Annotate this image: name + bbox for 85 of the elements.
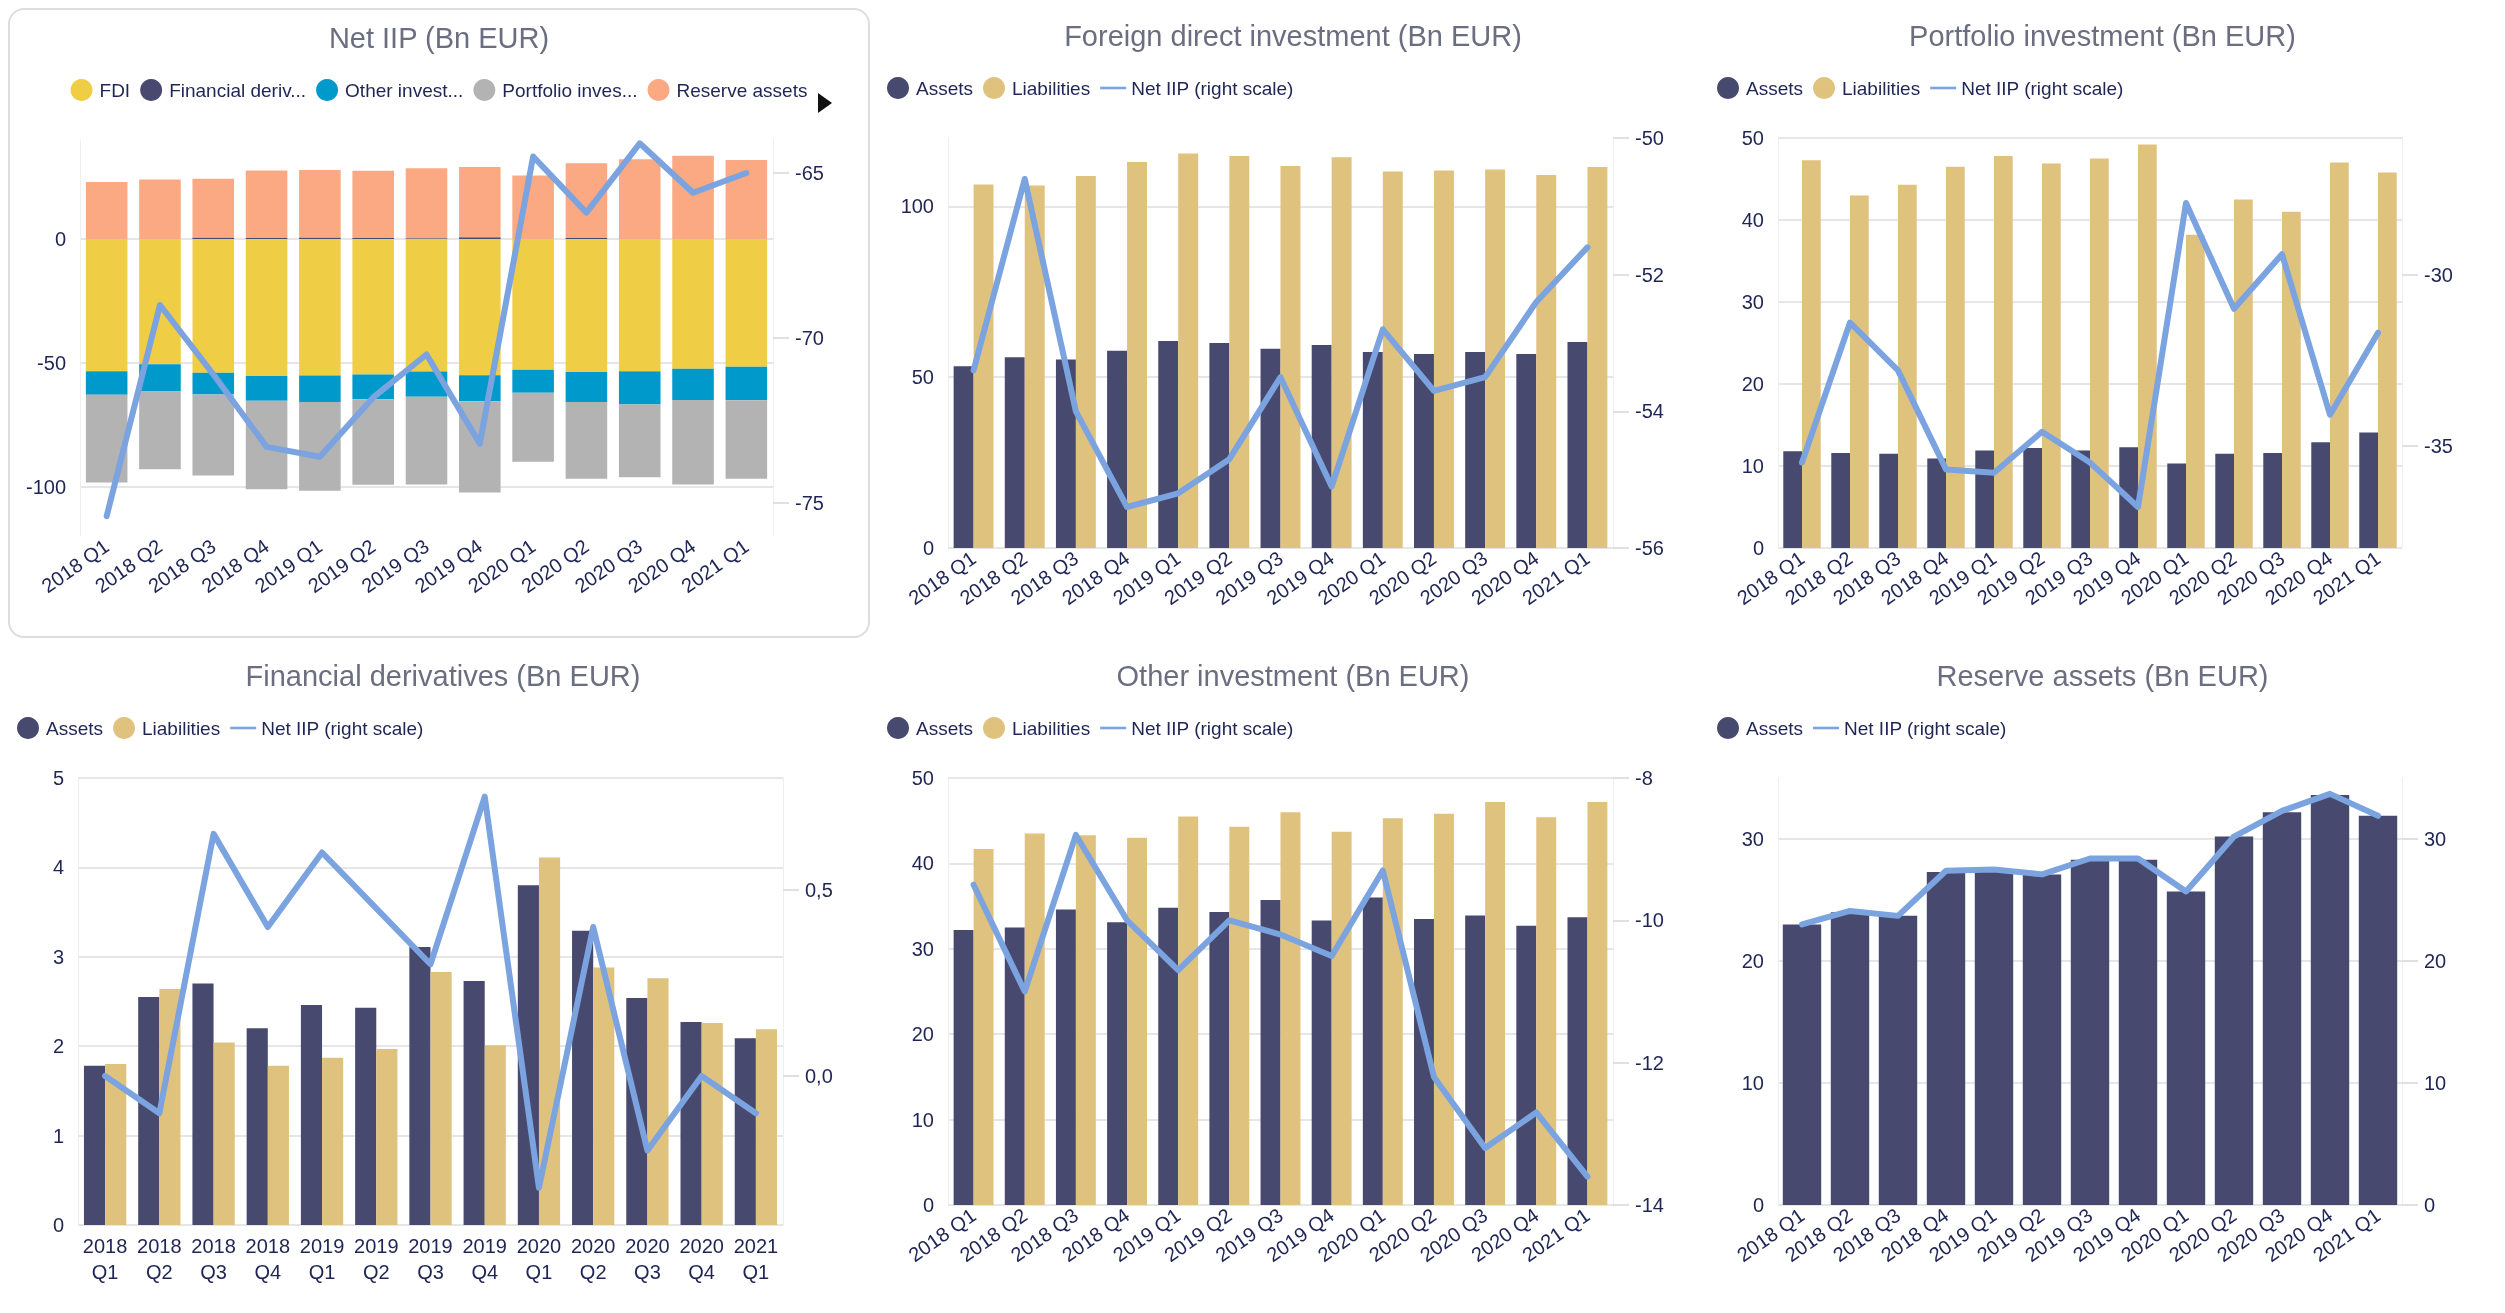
legend-label: Liabilities bbox=[1012, 717, 1091, 739]
y-tick-label: -50 bbox=[37, 351, 66, 374]
y-tick-label: 20 bbox=[911, 1023, 934, 1046]
y-tick-label: 30 bbox=[911, 937, 934, 960]
legend-label: Net IIP (right scale) bbox=[1131, 717, 1294, 739]
x-tick-label: 2020 Q2 bbox=[570, 1235, 616, 1283]
legend-label: Net IIP (right scale) bbox=[261, 717, 424, 739]
y-tick-label: 3 bbox=[52, 945, 64, 968]
y2-tick-label: -10 bbox=[1635, 909, 1664, 932]
legend-label: Assets bbox=[916, 77, 974, 99]
legend-label: Net IIP (right scale) bbox=[1844, 717, 2007, 739]
chart-title: Foreign direct investment (Bn EUR) bbox=[1064, 19, 1522, 52]
x-tick-label: 2019 Q1 bbox=[299, 1235, 345, 1283]
y2-tick-label: 0,5 bbox=[805, 878, 833, 901]
x-tick-label: 2018 Q2 bbox=[137, 1235, 182, 1283]
legend-label: Net IIP (right scale) bbox=[1961, 77, 2124, 99]
y-tick-label: 30 bbox=[1741, 828, 1764, 850]
legend-label: Assets bbox=[916, 717, 974, 739]
y2-tick-label: -35 bbox=[2424, 434, 2453, 457]
x-tick-label: 2018 Q1 bbox=[82, 1235, 128, 1283]
y-tick-label: 30 bbox=[1741, 291, 1764, 313]
legend-label: Liabilities bbox=[1012, 77, 1091, 99]
legend-label: Liabilities bbox=[142, 717, 221, 739]
x-tick-label: 2018 Q3 bbox=[191, 1235, 236, 1283]
chart-title: Other investment (Bn EUR) bbox=[1116, 659, 1470, 692]
y-tick-label: 50 bbox=[911, 767, 934, 789]
x-tick-label: 2019 Q2 bbox=[354, 1235, 399, 1283]
y2-tick-label: -12 bbox=[1635, 1051, 1664, 1074]
y2-tick-label: 0 bbox=[2424, 1194, 2436, 1216]
y-tick-label: 50 bbox=[1741, 127, 1764, 149]
y-tick-label: 0 bbox=[922, 1194, 934, 1216]
y2-tick-label: 10 bbox=[2424, 1072, 2447, 1094]
y-tick-label: 50 bbox=[911, 366, 934, 389]
legend-label: Assets bbox=[46, 717, 104, 739]
y2-tick-label: -52 bbox=[1635, 263, 1664, 286]
legend-label: Portfolio inves... bbox=[502, 79, 638, 101]
legend-label: Reserve assets bbox=[676, 79, 808, 101]
legend-label: Financial deriv... bbox=[169, 79, 307, 101]
y2-tick-label: -70 bbox=[795, 327, 824, 349]
y-tick-label: 1 bbox=[52, 1124, 64, 1147]
y-tick-label: 100 bbox=[900, 195, 934, 218]
legend-label: Assets bbox=[1746, 717, 1804, 739]
y-tick-label: 4 bbox=[52, 856, 64, 879]
y2-tick-label: -54 bbox=[1635, 400, 1664, 423]
legend-label: Assets bbox=[1746, 77, 1804, 99]
y-tick-label: -100 bbox=[25, 475, 66, 498]
legend-label: Other invest... bbox=[345, 79, 464, 101]
chart-title: Financial derivatives (Bn EUR) bbox=[245, 659, 641, 692]
y-tick-label: 2 bbox=[52, 1035, 64, 1058]
y-tick-label: 10 bbox=[1741, 1072, 1764, 1094]
y2-tick-label: -14 bbox=[1635, 1194, 1664, 1216]
y-tick-label: 5 bbox=[52, 767, 64, 789]
chart-title: Reserve assets (Bn EUR) bbox=[1936, 659, 2269, 692]
x-tick-label: 2020 Q4 bbox=[679, 1235, 724, 1283]
y-tick-label: 0 bbox=[1752, 1194, 1764, 1216]
y-tick-label: 20 bbox=[1741, 950, 1764, 972]
legend-label: Net IIP (right scale) bbox=[1131, 77, 1294, 99]
y-tick-label: 0 bbox=[54, 228, 66, 250]
x-tick-label: 2018 Q4 bbox=[245, 1235, 291, 1283]
chart-title: Portfolio investment (Bn EUR) bbox=[1909, 19, 2296, 52]
y2-tick-label: 0,0 bbox=[805, 1065, 833, 1087]
y2-tick-label: -8 bbox=[1635, 767, 1653, 789]
y2-tick-label: -65 bbox=[795, 162, 824, 184]
y-tick-label: 20 bbox=[1741, 373, 1764, 395]
y-tick-label: 0 bbox=[1752, 537, 1764, 559]
y2-tick-label: 20 bbox=[2424, 950, 2447, 972]
chart-title: Net IIP (Bn EUR) bbox=[328, 21, 550, 54]
legend-label: FDI bbox=[99, 79, 131, 101]
x-tick-label: 2021 Q1 bbox=[733, 1235, 779, 1283]
y-tick-label: 10 bbox=[1741, 455, 1764, 477]
y-tick-label: 40 bbox=[911, 852, 934, 875]
y-tick-label: 10 bbox=[911, 1108, 934, 1131]
y2-tick-label: 30 bbox=[2424, 828, 2447, 850]
y-tick-label: 40 bbox=[1741, 209, 1764, 231]
y2-tick-label: -50 bbox=[1635, 127, 1664, 149]
y2-tick-label: -56 bbox=[1635, 537, 1664, 559]
x-tick-label: 2019 Q4 bbox=[462, 1235, 507, 1283]
y2-tick-label: -30 bbox=[2424, 263, 2453, 286]
x-tick-label: 2019 Q3 bbox=[408, 1235, 453, 1283]
y2-tick-label: -75 bbox=[795, 492, 824, 514]
x-tick-label: 2020 Q1 bbox=[516, 1235, 562, 1283]
x-tick-label: 2020 Q3 bbox=[625, 1235, 670, 1283]
legend-label: Liabilities bbox=[1842, 77, 1921, 99]
y-tick-label: 0 bbox=[52, 1214, 64, 1236]
y-tick-label: 0 bbox=[922, 537, 934, 559]
